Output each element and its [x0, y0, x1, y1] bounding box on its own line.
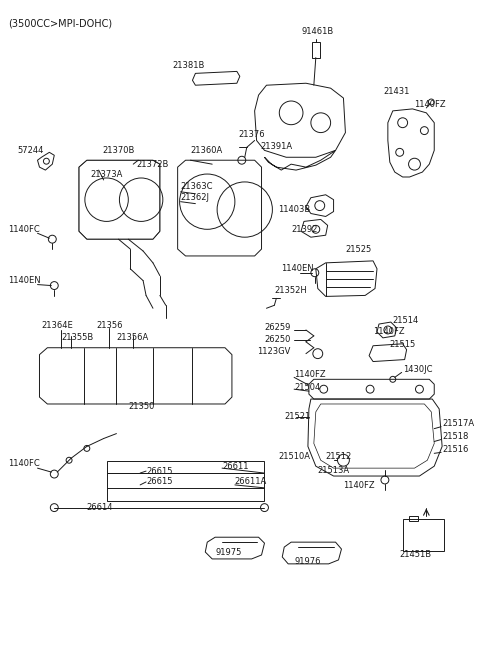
Text: (3500CC>MPI-DOHC): (3500CC>MPI-DOHC) — [8, 18, 112, 28]
Text: 21513A: 21513A — [318, 466, 350, 475]
Text: 21381B: 21381B — [173, 61, 205, 70]
Text: 91975: 91975 — [215, 548, 241, 557]
Text: 1140FZ: 1140FZ — [294, 370, 326, 379]
Text: 91976: 91976 — [294, 557, 321, 567]
Bar — [403, 519, 444, 551]
Text: 21363C: 21363C — [180, 182, 213, 191]
Text: 1140FZ: 1140FZ — [415, 100, 446, 109]
Text: 21360A: 21360A — [191, 146, 223, 155]
Text: 21376: 21376 — [239, 130, 265, 139]
Text: 26259: 26259 — [264, 324, 291, 333]
Text: 21373A: 21373A — [91, 170, 123, 179]
Text: 91461B: 91461B — [301, 28, 333, 37]
Bar — [312, 42, 320, 58]
Text: 21515: 21515 — [390, 340, 416, 349]
Text: 21514: 21514 — [393, 316, 419, 325]
Bar — [408, 515, 419, 521]
Text: 1123GV: 1123GV — [257, 347, 290, 356]
Text: 21356: 21356 — [96, 320, 123, 329]
Text: 21362J: 21362J — [180, 193, 210, 202]
Text: 1140FZ: 1140FZ — [344, 481, 375, 491]
Text: 26250: 26250 — [264, 335, 291, 345]
Text: 26611: 26611 — [222, 462, 249, 471]
Text: 11403B: 11403B — [278, 205, 311, 214]
Text: 21512: 21512 — [325, 452, 352, 460]
Text: 26614: 26614 — [87, 503, 113, 512]
Text: 21517A: 21517A — [442, 419, 474, 428]
Text: 21355B: 21355B — [61, 333, 94, 343]
Text: 1430JC: 1430JC — [403, 365, 432, 374]
Text: 21431: 21431 — [383, 86, 409, 96]
Text: 26611A: 26611A — [235, 477, 267, 487]
Text: 21451B: 21451B — [400, 550, 432, 559]
Text: 21525: 21525 — [346, 244, 372, 253]
Text: 21352H: 21352H — [275, 286, 307, 295]
Text: 57244: 57244 — [18, 146, 44, 155]
Text: 21510A: 21510A — [278, 452, 310, 460]
Text: 21521: 21521 — [284, 412, 311, 421]
Text: 21364E: 21364E — [41, 320, 73, 329]
Text: 21518: 21518 — [442, 432, 468, 441]
Text: 21370B: 21370B — [103, 146, 135, 155]
Text: 21392: 21392 — [291, 225, 317, 234]
Bar — [107, 461, 264, 473]
Text: 26615: 26615 — [146, 477, 173, 487]
Text: 21391A: 21391A — [261, 142, 293, 151]
Text: 21372B: 21372B — [136, 160, 168, 169]
Text: 1140EN: 1140EN — [8, 276, 40, 285]
Text: 21356A: 21356A — [117, 333, 149, 343]
Text: 1140FZ: 1140FZ — [373, 328, 405, 337]
Text: 21504: 21504 — [294, 383, 320, 392]
Bar — [107, 473, 264, 500]
Text: 21350: 21350 — [128, 402, 155, 411]
Text: 1140FC: 1140FC — [8, 458, 40, 468]
Text: 26615: 26615 — [146, 466, 173, 476]
Text: 1140FC: 1140FC — [8, 225, 40, 234]
Text: 1140EN: 1140EN — [281, 264, 314, 273]
Text: 21516: 21516 — [442, 445, 468, 454]
